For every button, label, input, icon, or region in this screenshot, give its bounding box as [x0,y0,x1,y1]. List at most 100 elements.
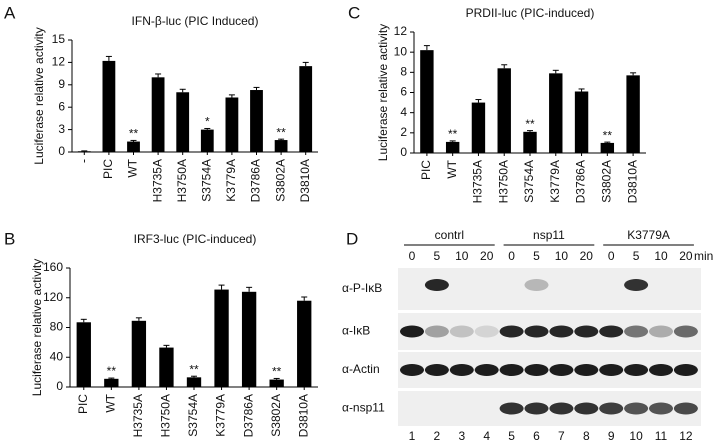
lane-number: 3 [458,429,465,443]
bar [102,60,116,153]
band [599,325,624,338]
band [424,279,449,291]
y-tick-label: 9 [58,77,65,91]
time-label: 20 [679,249,693,263]
band [449,364,474,376]
y-tick-label: 4 [400,105,407,119]
time-label: 5 [434,249,441,263]
band [673,402,698,415]
x-tick-label: K3779A [214,394,228,437]
y-tick-label: 6 [58,99,65,113]
bar [497,68,511,153]
x-tick-label: S3802A [600,160,614,203]
band [524,279,549,291]
row-label: α-P-IκB [342,281,382,295]
bar [241,291,257,387]
band [624,402,649,415]
x-tick-label: - [76,159,90,163]
y-tick-label: 0 [58,144,65,158]
bar [471,102,486,153]
band [624,325,649,338]
panel-label: D [346,229,358,248]
bar [523,131,537,153]
time-label: 5 [633,249,640,263]
time-unit: min [694,249,713,263]
y-axis-label: Luciferase relative activity [30,259,44,396]
panel-label: A [4,3,16,22]
band [599,364,624,376]
bar [297,300,312,387]
x-tick-label: PIC [76,394,90,414]
lane-number: 10 [629,429,643,443]
band [649,325,673,338]
row-label: α-IκB [342,324,370,338]
band [474,364,499,376]
x-tick-label: D3786A [249,159,263,202]
band [624,364,649,376]
band [424,364,449,376]
band [524,325,549,338]
x-tick-label: S3802A [273,159,287,202]
bar [274,140,288,152]
x-tick-label: PIC [419,160,433,180]
row-label: α-nsp11 [342,401,385,415]
band [524,402,549,415]
y-tick-label: 120 [43,290,63,304]
x-tick-label: WT [445,159,459,178]
band [499,364,524,376]
panel-label: C [348,3,360,22]
band [574,364,599,376]
x-tick-label: S3754A [522,160,536,203]
bar [214,289,229,387]
bar [127,141,140,152]
x-tick-label: D3810A [625,160,639,203]
band [449,325,474,338]
time-label: 5 [533,249,540,263]
time-label: 0 [508,249,515,263]
time-label: 20 [580,249,594,263]
bar [549,73,563,153]
x-tick-label: K3779A [548,160,562,203]
band [574,402,599,415]
y-tick-label: 0 [400,145,407,159]
y-tick-label: 40 [50,349,64,363]
bar [76,322,91,387]
band [673,325,698,338]
lane-number: 6 [533,429,540,443]
bar [159,347,174,387]
band [524,364,549,376]
x-tick-label: D3810A [296,394,310,437]
x-tick-label: S3754A [186,394,200,437]
bar [250,90,263,152]
y-tick-label: 12 [394,24,408,38]
lane-number: 9 [608,429,615,443]
time-label: 0 [409,249,416,263]
band [474,325,499,338]
lane-number: 8 [583,429,590,443]
bar [131,320,147,387]
time-label: 10 [654,249,668,263]
band [649,364,673,376]
time-label: 10 [455,249,469,263]
group-label: nsp11 [533,228,565,242]
significance: * [205,115,210,129]
band [673,364,698,376]
y-axis-label: Luciferase relative activity [376,24,390,161]
y-tick-label: 15 [52,32,66,46]
significance: ** [272,365,282,379]
significance: ** [448,127,458,141]
y-axis-label: Luciferase relative activity [32,27,46,164]
time-label: 10 [555,249,569,263]
y-tick-label: 3 [58,122,65,136]
significance: ** [525,117,535,131]
band [649,402,673,415]
significance: ** [129,127,139,141]
blot-strip [398,268,701,310]
band [400,364,424,376]
bar [574,91,589,153]
bar [445,141,460,153]
y-tick-label: 80 [50,320,64,334]
band [549,325,574,338]
y-tick-label: 2 [400,125,407,139]
x-tick-label: PIC [101,159,115,179]
